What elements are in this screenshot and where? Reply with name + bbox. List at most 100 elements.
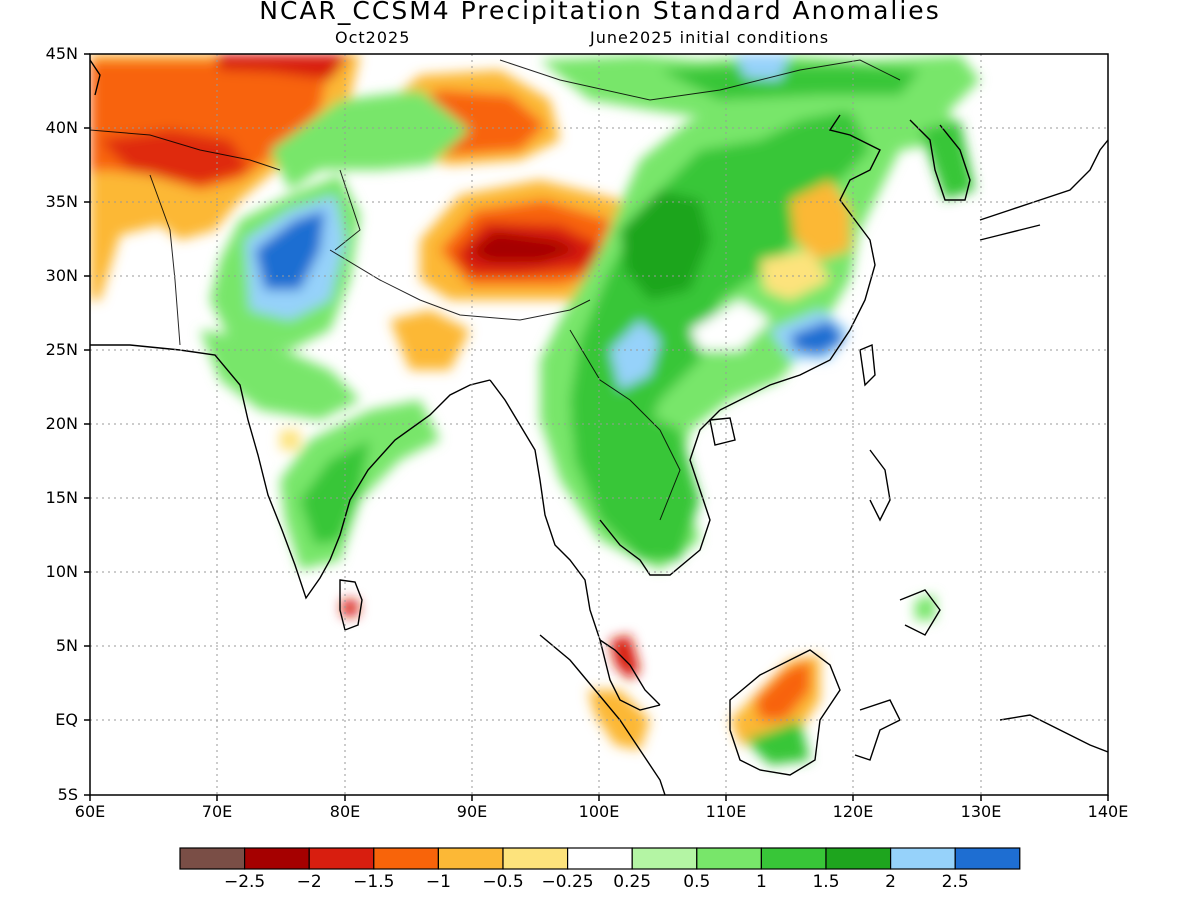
anomaly-patch-pakistan-strong bbox=[255, 210, 325, 290]
lon-label: 80E bbox=[329, 802, 361, 821]
colorbar-swatch bbox=[631, 847, 698, 870]
coast-korea bbox=[909, 119, 971, 201]
graticule bbox=[90, 54, 1108, 795]
lon-label: 70E bbox=[201, 802, 233, 821]
lat-label: 30N bbox=[45, 266, 78, 285]
colorbar-tick-label: −2.5 bbox=[223, 872, 266, 892]
anomaly-patch-mongolia-blue bbox=[735, 54, 790, 80]
lon-label: 140E bbox=[1087, 802, 1129, 821]
lat-label: 40N bbox=[45, 118, 78, 137]
anomaly-patch-india-central bbox=[200, 330, 360, 420]
colorbar-tick-label: 2.5 bbox=[941, 872, 969, 892]
anomaly-patch-china-north-white bbox=[690, 300, 770, 350]
colorbar-swatch bbox=[566, 847, 633, 870]
coast-japan-south bbox=[979, 224, 1041, 241]
border-central bbox=[90, 129, 281, 171]
colorbar-swatch bbox=[244, 847, 310, 870]
coast-india bbox=[90, 344, 491, 600]
anomaly-patch-india-dry-small bbox=[280, 430, 300, 450]
anomaly-patch-srilanka-dry bbox=[342, 600, 358, 616]
anomaly-patch-india-moderate bbox=[300, 440, 370, 545]
lon-label: 100E bbox=[578, 802, 620, 821]
border-indochina bbox=[569, 329, 681, 521]
coast-newguinea bbox=[999, 714, 1108, 753]
anomaly-patch-china-strong bbox=[620, 190, 710, 300]
colorbar bbox=[179, 847, 1021, 870]
coast-malaya bbox=[599, 639, 661, 706]
anomaly-patch-mongolia-moderate bbox=[660, 65, 920, 100]
lat-label: 45N bbox=[45, 44, 78, 63]
anomaly-patch-borneo-moderate bbox=[755, 660, 810, 720]
colorbar-swatch bbox=[760, 847, 827, 870]
lat-label: 20N bbox=[45, 414, 78, 433]
colorbar-swatch bbox=[373, 847, 439, 870]
anomaly-patch-tibet-core bbox=[470, 232, 580, 262]
colorbar-swatch bbox=[696, 847, 762, 870]
anomaly-patch-china-south-strong bbox=[790, 320, 845, 355]
colorbar-tick-label: 0.5 bbox=[683, 872, 711, 892]
border-tibet-south bbox=[329, 249, 591, 321]
colorbar-tick-label: −2 bbox=[296, 872, 322, 892]
coast-sulawesi bbox=[854, 699, 901, 761]
border-iran bbox=[149, 174, 181, 346]
colorbar-swatch bbox=[179, 847, 246, 870]
colorbar-tick-label: −1 bbox=[425, 872, 451, 892]
lon-label: 110E bbox=[705, 802, 747, 821]
anomaly-patch-yangtze-dry bbox=[790, 180, 850, 260]
colorbar-tick-label: 1 bbox=[755, 872, 767, 892]
colorbar-tick-label: 2 bbox=[885, 872, 896, 892]
colorbar-tick-label: 0.25 bbox=[613, 872, 652, 892]
coast-borneo bbox=[729, 649, 841, 776]
borders bbox=[90, 59, 901, 521]
coast-indochina bbox=[599, 409, 721, 576]
anomaly-field bbox=[90, 54, 1108, 795]
border-mongolia bbox=[499, 59, 901, 101]
lat-label: 5N bbox=[55, 636, 78, 655]
lon-label: 60E bbox=[74, 802, 106, 821]
coast-luzon bbox=[869, 449, 891, 522]
anomaly-patch-indochina-wet bbox=[570, 400, 700, 560]
colorbar-tick-label: −0.5 bbox=[482, 872, 524, 892]
coast-taiwan bbox=[859, 343, 876, 387]
coast-srilanka bbox=[339, 579, 363, 631]
anomaly-patch-china-blue bbox=[610, 320, 660, 390]
anomaly-patch-philippines-wet bbox=[915, 595, 935, 620]
colorbar-tick-label: −0.25 bbox=[541, 872, 594, 892]
colorbar-tick-label: 1.5 bbox=[812, 872, 840, 892]
coast-japan bbox=[979, 139, 1108, 221]
axis-ticks bbox=[84, 53, 1109, 801]
lat-label: 10N bbox=[45, 562, 78, 581]
anomaly-patch-borneo-wet bbox=[745, 720, 810, 765]
coast-hainan bbox=[709, 417, 736, 446]
lat-label: 25N bbox=[45, 340, 78, 359]
anomaly-patch-west-strong bbox=[215, 54, 350, 80]
coast-china bbox=[719, 114, 881, 411]
coast-mindanao bbox=[899, 589, 941, 636]
anomaly-patch-plateau-wet bbox=[270, 90, 470, 190]
colorbar-swatch bbox=[308, 847, 375, 870]
chart-title: NCAR_CCSM4 Precipitation Standard Anomal… bbox=[259, 0, 941, 25]
anomaly-patch-korea-wet bbox=[920, 120, 975, 200]
lat-label: 15N bbox=[45, 488, 78, 507]
colorbar-swatch bbox=[954, 847, 1021, 870]
coast-myanmar bbox=[489, 379, 661, 711]
lon-label: 90E bbox=[456, 802, 488, 821]
colorbar-swatch bbox=[502, 847, 569, 870]
colorbar-swatch bbox=[825, 847, 892, 870]
lat-label: 35N bbox=[45, 192, 78, 211]
anomaly-patch-yangtze-light bbox=[760, 250, 830, 300]
colorbar-swatch bbox=[889, 847, 956, 870]
colorbar-swatch bbox=[437, 847, 504, 870]
lat-label: 5S bbox=[57, 785, 78, 804]
lon-label: 130E bbox=[960, 802, 1002, 821]
anomaly-patch-bangladesh-dry bbox=[390, 310, 470, 370]
anomaly-patch-west-mid bbox=[100, 130, 250, 185]
border-china-west bbox=[334, 169, 361, 251]
subtitle-month: Oct2025 bbox=[335, 28, 411, 47]
coast-caspian bbox=[90, 59, 101, 96]
lat-label: EQ bbox=[55, 710, 78, 729]
subtitle-init: June2025 initial conditions bbox=[590, 28, 830, 47]
colorbar-tick-label: −1.5 bbox=[353, 872, 395, 892]
lon-label: 120E bbox=[832, 802, 874, 821]
